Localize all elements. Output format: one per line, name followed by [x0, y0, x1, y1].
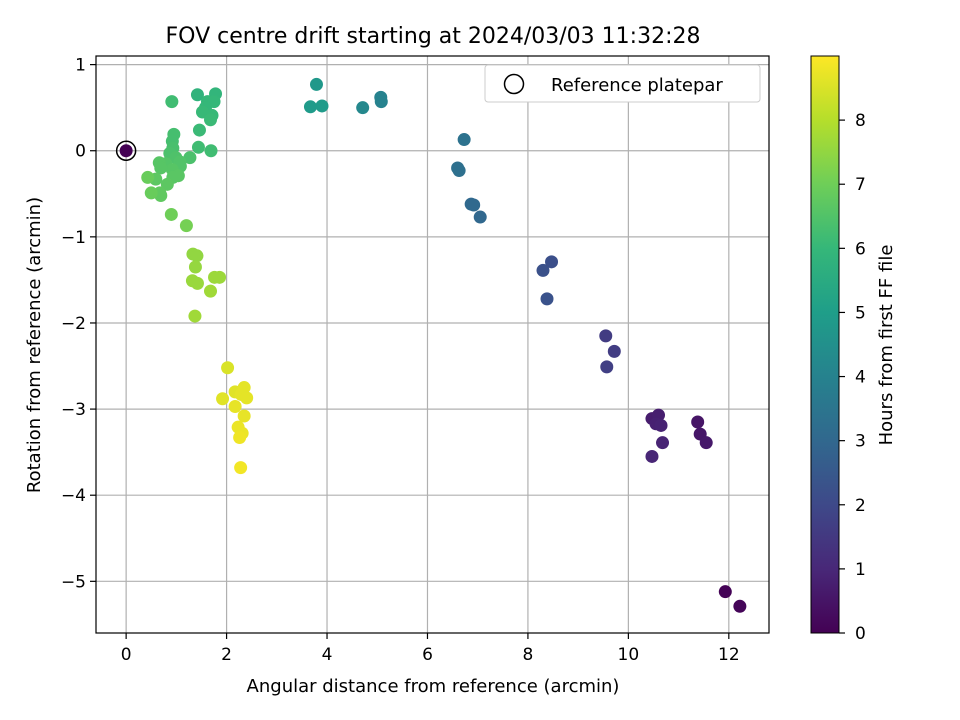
data-point	[718, 585, 732, 599]
data-point	[656, 436, 670, 450]
legend-box	[484, 64, 761, 103]
data-point	[645, 449, 659, 463]
y-tick-label: 0	[75, 142, 86, 162]
data-point	[204, 113, 218, 127]
data-point	[607, 344, 621, 358]
legend-marker-reference	[503, 73, 525, 95]
y-tick-label: −4	[61, 486, 86, 506]
data-point	[699, 436, 713, 450]
plot-area-frame	[95, 55, 770, 634]
data-point	[452, 164, 466, 178]
data-point	[309, 77, 323, 91]
data-point	[192, 123, 206, 137]
data-point	[540, 292, 554, 306]
data-point	[599, 329, 613, 343]
y-axis-label: Rotation from reference (arcmin)	[24, 197, 45, 493]
data-point	[216, 392, 230, 406]
data-point	[164, 207, 178, 221]
data-point	[240, 391, 254, 405]
chart-title: FOV centre drift starting at 2024/03/03 …	[166, 24, 701, 49]
data-point	[141, 170, 155, 184]
data-point	[144, 186, 158, 200]
data-point	[190, 88, 204, 102]
data-point	[233, 431, 247, 445]
colorbar-tick-label: 7	[855, 175, 866, 195]
data-point	[691, 415, 705, 429]
x-tick-label: 0	[121, 645, 132, 665]
data-point	[190, 249, 204, 263]
grid-lines	[96, 56, 769, 633]
data-point	[183, 151, 197, 165]
colorbar-ticks: 0 1 2 3 4 5 6 7 8	[839, 111, 866, 644]
colorbar: 0 1 2 3 4 5 6 7 8 Hours from first FF file	[810, 55, 897, 644]
data-point	[204, 284, 218, 298]
colorbar-tick-label: 6	[855, 239, 866, 259]
y-tick-label: −3	[61, 400, 86, 420]
data-point	[374, 95, 388, 109]
data-point	[190, 276, 204, 290]
data-point	[473, 210, 487, 224]
data-point	[188, 309, 202, 323]
reference-point-ring	[115, 140, 137, 161]
colorbar-tick-label: 3	[855, 432, 866, 452]
data-point	[188, 260, 202, 274]
x-tick-label: 6	[422, 645, 433, 665]
colorbar-tick-label: 0	[855, 624, 866, 644]
colorbar-tick-label: 1	[855, 560, 866, 580]
x-tick-label: 4	[322, 645, 333, 665]
data-point	[536, 263, 550, 277]
colorbar-tick-label: 8	[855, 111, 866, 131]
y-tick-label: −1	[61, 228, 86, 248]
data-point	[154, 161, 168, 175]
data-point	[654, 418, 668, 432]
colorbar-strip	[810, 55, 840, 634]
legend-label: Reference platepar	[551, 75, 723, 96]
data-point	[457, 133, 471, 147]
legend: Reference platepar	[484, 64, 761, 103]
colorbar-tick-label: 4	[855, 368, 866, 388]
data-point	[228, 400, 242, 414]
data-point	[234, 461, 248, 475]
data-point	[179, 219, 193, 233]
y-tick-label: −2	[61, 314, 86, 334]
y-axis: 1 0 −1 −2 −3 −4 −5	[61, 56, 96, 592]
scatter-points	[115, 77, 747, 613]
data-point	[204, 144, 218, 158]
data-point	[303, 100, 317, 114]
x-tick-label: 10	[618, 645, 640, 665]
colorbar-label: Hours from first FF file	[876, 245, 897, 446]
x-axis-label: Angular distance from reference (arcmin)	[247, 676, 620, 697]
data-point	[733, 599, 747, 613]
data-point	[467, 198, 481, 212]
y-tick-label: 1	[75, 56, 86, 76]
x-tick-label: 12	[718, 645, 740, 665]
colorbar-tick-label: 2	[855, 496, 866, 516]
x-tick-label: 8	[523, 645, 534, 665]
data-point	[221, 361, 235, 375]
data-point	[191, 140, 205, 154]
reference-point	[119, 144, 133, 158]
data-point	[237, 409, 251, 423]
data-point	[356, 101, 370, 115]
y-tick-label: −5	[61, 572, 86, 592]
data-point	[213, 270, 227, 284]
data-point	[160, 177, 174, 191]
x-axis: 0 2 4 6 8 10 12	[121, 633, 740, 665]
data-point	[165, 95, 179, 109]
data-point	[545, 255, 559, 269]
colorbar-tick-label: 5	[855, 303, 866, 323]
data-point	[600, 360, 614, 374]
data-point	[315, 99, 329, 113]
x-tick-label: 2	[221, 645, 232, 665]
